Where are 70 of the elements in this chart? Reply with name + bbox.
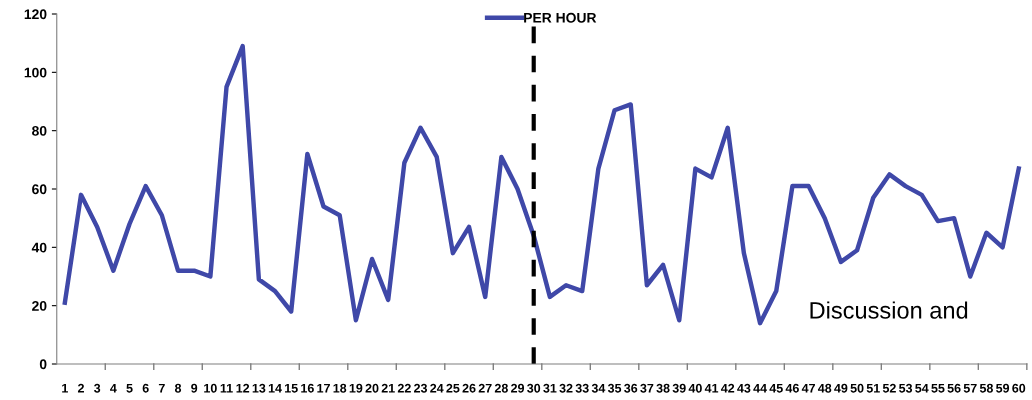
y-tick-label: 60 [32,184,47,195]
x-tick-label: 46 [785,383,799,393]
x-tick-label: 33 [575,383,589,393]
x-tick-label: 18 [333,383,347,393]
x-tick-label: 26 [462,383,476,393]
x-tick-label: 35 [607,383,622,393]
x-tick-label: 29 [511,383,525,393]
x-tick-label: 48 [817,383,832,393]
x-tick-label: 43 [737,383,751,393]
x-tick-label: 53 [899,383,913,393]
x-tick-label: 60 [1012,383,1026,393]
x-tick-label: 23 [414,383,428,393]
x-tick-label: 20 [365,383,379,393]
legend-label: PER HOUR [524,12,597,23]
x-tick-label: 10 [204,383,217,393]
x-tick-label: 28 [494,383,508,393]
x-tick-label: 39 [672,383,686,393]
x-tick-label: 59 [996,383,1010,393]
x-tick-label: 4 [110,383,117,393]
x-tick-label: 30 [527,383,541,393]
annotation: Discussion and [810,301,968,319]
x-tick-label: 5 [126,383,133,393]
x-tick-label: 17 [317,383,330,393]
x-tick-label: 16 [301,383,314,393]
x-tick-label: 57 [963,383,977,393]
x-tick-label: 55 [931,383,945,393]
y-tick-label: 0 [39,359,47,370]
x-tick-label: 52 [882,383,896,393]
y-tick-label: 40 [31,242,47,253]
x-tick-label: 12 [236,383,250,393]
x-tick-label: 21 [381,383,395,393]
x-tick-label: 40 [688,383,702,393]
x-tick-label: 36 [624,383,638,393]
x-tick-label: 13 [252,383,266,393]
x-tick-label: 37 [640,383,654,393]
x-tick-label: 38 [656,383,670,393]
x-tick-label: 6 [142,383,149,393]
x-tick-label: 7 [158,383,165,393]
y-tick-label: 80 [32,126,47,136]
x-tick-label: 34 [591,383,606,393]
x-tick-label: 49 [834,383,848,393]
x-tick-label: 9 [191,383,198,393]
y-tick-label: 100 [24,67,47,78]
x-tick-label: 1 [62,383,68,393]
x-tick-label: 44 [753,383,767,393]
x-tick-label: 56 [947,383,961,393]
x-tick-label: 3 [93,383,101,393]
x-tick-label: 42 [720,383,735,393]
x-tick-label: 14 [268,383,282,393]
x-tick-label: 45 [769,383,783,393]
x-tick-label: 19 [349,383,363,393]
x-tick-label: 11 [220,383,233,393]
x-tick-label: 47 [801,383,815,393]
y-tick-label: 120 [24,9,47,20]
x-tick-label: 2 [77,383,84,393]
x-tick-label: 15 [285,383,298,393]
y-tick-label: 20 [32,301,47,311]
x-tick-label: 41 [704,383,719,393]
x-tick-label: 31 [543,383,557,393]
x-tick-label: 32 [559,383,573,393]
x-tick-label: 8 [174,383,182,393]
x-tick-label: 22 [397,383,411,393]
x-tick-label: 25 [446,383,460,393]
x-tick-label: 50 [850,383,864,393]
line-series [62,43,1021,326]
x-tick-label: 54 [915,383,929,393]
x-tick-label: 27 [478,383,492,393]
x-tick-label: 58 [979,383,993,393]
x-tick-label: 24 [430,383,444,393]
x-tick-label: 51 [866,383,880,393]
